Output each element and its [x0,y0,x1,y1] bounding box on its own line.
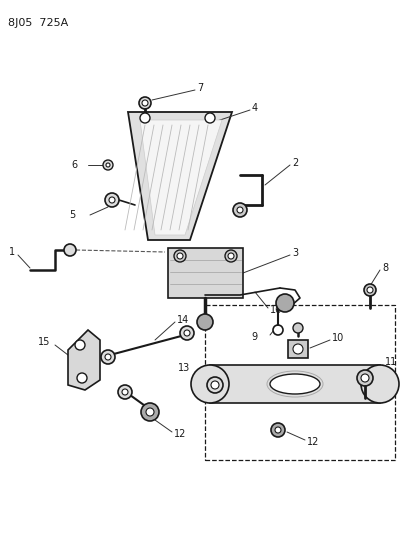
Circle shape [64,244,76,256]
Text: 16: 16 [270,305,282,315]
Text: 8J05  725A: 8J05 725A [8,18,68,28]
Circle shape [142,100,148,106]
Circle shape [184,330,190,336]
Text: 11: 11 [385,357,397,367]
Circle shape [225,250,237,262]
Bar [205,305,395,460]
Polygon shape [68,330,100,390]
Circle shape [122,389,128,395]
Circle shape [180,326,194,340]
Circle shape [273,325,283,335]
Circle shape [146,408,154,416]
Text: 12: 12 [307,437,320,447]
Text: 2: 2 [292,158,298,168]
Circle shape [109,197,115,203]
Circle shape [103,160,113,170]
Text: 4: 4 [252,103,258,113]
Circle shape [106,163,110,167]
Text: 10: 10 [332,333,344,343]
Circle shape [228,253,234,259]
Circle shape [364,284,376,296]
Circle shape [75,340,85,350]
Circle shape [139,97,151,109]
Circle shape [211,381,219,389]
Circle shape [367,287,373,293]
Bar [288,340,308,358]
Polygon shape [128,112,232,240]
Text: 9: 9 [252,332,258,342]
Text: 6: 6 [72,160,78,170]
Circle shape [174,250,186,262]
Ellipse shape [191,365,229,403]
Circle shape [207,377,223,393]
Circle shape [271,423,285,437]
Circle shape [233,203,247,217]
Text: 3: 3 [292,248,298,258]
Circle shape [140,113,150,123]
Circle shape [197,314,213,330]
Polygon shape [140,120,222,235]
Bar [210,365,380,403]
Text: 5: 5 [69,210,75,220]
Circle shape [105,354,111,360]
Circle shape [293,323,303,333]
Text: 12: 12 [174,429,186,439]
Circle shape [141,403,159,421]
Circle shape [205,113,215,123]
Ellipse shape [270,374,320,394]
Circle shape [101,350,115,364]
Text: 14: 14 [177,315,189,325]
Circle shape [357,370,373,386]
Text: 1: 1 [9,247,15,257]
Text: 7: 7 [197,83,203,93]
Circle shape [275,427,281,433]
Circle shape [361,374,369,382]
Circle shape [293,344,303,354]
Circle shape [237,207,243,213]
Circle shape [276,294,294,312]
Circle shape [118,385,132,399]
Circle shape [105,193,119,207]
Bar [168,248,243,298]
Text: 13: 13 [178,363,190,373]
Circle shape [177,253,183,259]
Text: 15: 15 [38,337,50,347]
Ellipse shape [361,365,399,403]
Circle shape [77,373,87,383]
Text: 8: 8 [382,263,388,273]
